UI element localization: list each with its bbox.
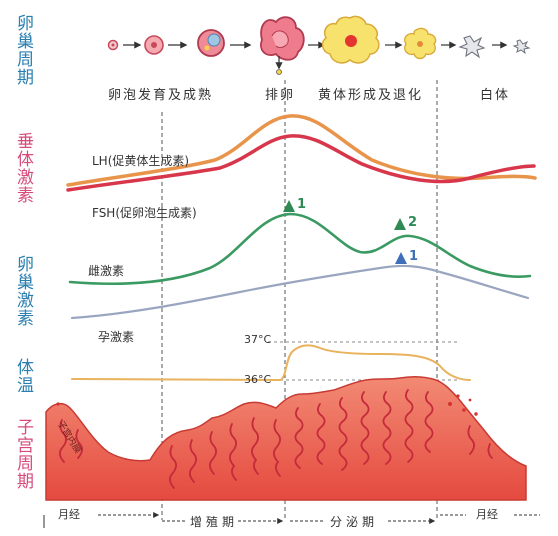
progesterone-peak1-number: 1 [409,249,419,264]
white-body-icon [458,35,486,59]
phase-ovulation: 排卵 [265,88,296,103]
corpus-luteum-regression-icon [404,27,437,60]
section-label-body-temp: 体温 [13,358,33,394]
section-label-uterine-cycle: 子宫周期 [13,418,33,490]
temp-low-label: 36°C [244,373,272,386]
endometrial-glands [59,389,493,489]
estrogen-label: 雌激素 [88,264,125,278]
ovulation-icon [260,16,305,75]
secretory-label: 分泌期 [330,515,379,529]
estrogen-peak1-number: 1 [297,197,307,212]
menses-start-label: 月经 [58,508,80,521]
progesterone-curve [70,264,530,320]
menses-end-label: 月经 [476,508,498,521]
section-label-ovary-cycle: 卵巢周期 [13,14,33,86]
white-body-small-icon [512,39,531,55]
follicle-stage-3-icon [197,29,225,57]
corpus-luteum-icon [321,15,380,64]
estrogen-peak2-marker [394,218,406,230]
progesterone-peak1-marker [395,252,407,264]
fsh-curve [66,134,536,192]
phase-follicle: 卵泡发育及成熟 [108,88,214,103]
lh-label: LH(促黄体生成素) [92,154,190,168]
follicle-stage-2-icon [144,35,164,55]
progesterone-label: 孕激素 [98,330,135,344]
estrogen-curve [68,212,532,286]
lh-curve [66,114,537,187]
estrogen-peak2-number: 2 [408,215,418,230]
phase-corpus-luteum: 黄体形成及退化 [318,88,424,103]
section-label-ovarian-hormones: 卵巢激素 [13,255,33,327]
estrogen-peak1-marker [283,200,295,212]
temp-high-label: 37°C [244,333,272,346]
proliferative-label: 增殖期 [190,515,239,529]
phase-white-body: 白体 [480,88,511,103]
fsh-label: FSH(促卵泡生成素) [92,206,197,220]
menses-drops [56,394,478,416]
endometrium-layer [45,375,527,501]
follicle-stage-1-icon [107,39,119,51]
temperature-curve [71,344,471,382]
section-label-pituitary: 垂体激素 [13,132,33,204]
